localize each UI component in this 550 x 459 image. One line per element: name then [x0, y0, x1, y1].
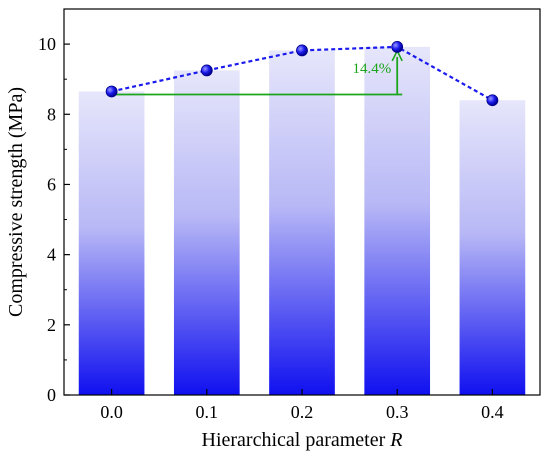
data-point [200, 64, 213, 77]
y-axis: 0 2 4 6 8 10 [38, 34, 70, 405]
y-tick-label: 0 [47, 385, 56, 405]
y-tick-label: 10 [38, 34, 56, 54]
x-tick-label: 0.0 [100, 402, 123, 422]
x-axis-title: Hierarchical parameter R [202, 429, 403, 451]
bar [269, 50, 335, 395]
x-tick-label: 0.2 [291, 402, 314, 422]
annotation-label: 14.4% [352, 61, 391, 77]
x-axis-title-text: Hierarchical parameter [202, 429, 386, 451]
y-tick-label: 4 [47, 245, 56, 265]
bar [173, 70, 240, 395]
data-point [296, 44, 308, 57]
annotation-group: 14.4% [111, 49, 403, 96]
y-tick-label: 6 [47, 174, 56, 194]
x-tick-label: 0.3 [386, 402, 409, 422]
bar [78, 91, 145, 396]
y-axis-title: Compressive strength (MPa) [5, 87, 27, 317]
series-line [111, 45, 493, 102]
bar [364, 46, 431, 395]
x-tick-label: 0.4 [481, 402, 504, 422]
x-tick-label: 0.1 [196, 402, 219, 422]
bars-group [78, 46, 526, 396]
y-tick-label: 8 [47, 104, 56, 124]
data-point [391, 40, 404, 53]
data-point [105, 85, 118, 98]
data-point [486, 94, 499, 107]
y-tick-label: 2 [47, 315, 56, 335]
line-series-group [105, 40, 499, 107]
x-axis-title-variable: R [389, 429, 402, 451]
x-axis: 0.0 0.1 0.2 0.3 0.4 [100, 389, 504, 422]
bar [459, 100, 526, 396]
